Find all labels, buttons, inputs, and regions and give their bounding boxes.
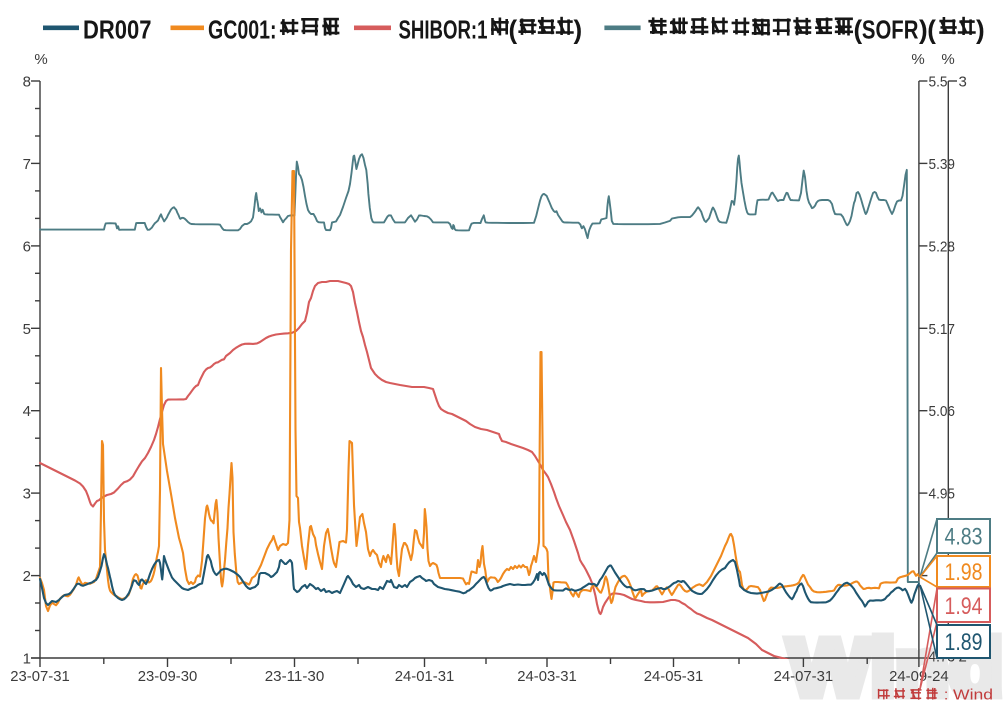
svg-text:DR007: DR007 [83,15,152,45]
svg-text:1.94: 1.94 [945,593,983,620]
svg-text:SHIBOR:1: SHIBOR:1 [399,15,488,45]
svg-text:7: 7 [23,156,31,173]
svg-text:5.39: 5.39 [929,156,956,173]
svg-text:5: 5 [23,321,31,338]
svg-text:(: ( [927,15,936,45]
svg-text:4: 4 [23,403,31,420]
svg-text:24-01-31: 24-01-31 [395,668,455,685]
svg-text:Wind: Wind [953,687,993,704]
svg-text:%: % [941,51,954,68]
svg-text:24-09-24: 24-09-24 [889,668,949,685]
svg-text::: : [944,687,948,704]
svg-text:): ) [919,15,928,45]
svg-text:24-03-31: 24-03-31 [517,668,577,685]
svg-text:): ) [976,15,985,45]
svg-text:23-07-31: 23-07-31 [10,668,70,685]
svg-text:5.5: 5.5 [929,74,948,91]
svg-text:(: ( [854,15,863,45]
svg-text:23-11-30: 23-11-30 [265,668,325,685]
svg-text:3: 3 [959,74,967,91]
svg-text:1: 1 [23,651,31,668]
svg-text:%: % [911,51,924,68]
svg-text:5.06: 5.06 [929,403,956,420]
svg-text:1.89: 1.89 [945,629,983,656]
svg-text:4.95: 4.95 [929,486,956,503]
svg-text:24-07-31: 24-07-31 [774,668,834,685]
svg-text:8: 8 [23,74,31,91]
svg-text:2: 2 [23,568,31,585]
svg-text:24-05-31: 24-05-31 [644,668,704,685]
svg-text:%: % [34,51,47,68]
svg-text:4.83: 4.83 [945,524,983,551]
svg-text:23-09-30: 23-09-30 [138,668,198,685]
svg-text:1.98: 1.98 [945,559,983,586]
svg-text:5.28: 5.28 [929,238,956,255]
svg-text:6: 6 [23,238,31,255]
svg-text:3: 3 [23,486,31,503]
svg-text:): ) [574,15,583,45]
svg-text:GC001:: GC001: [208,15,277,45]
svg-text:SOFR: SOFR [862,15,919,45]
svg-text:(: ( [509,15,518,45]
svg-text:5.17: 5.17 [929,321,956,338]
